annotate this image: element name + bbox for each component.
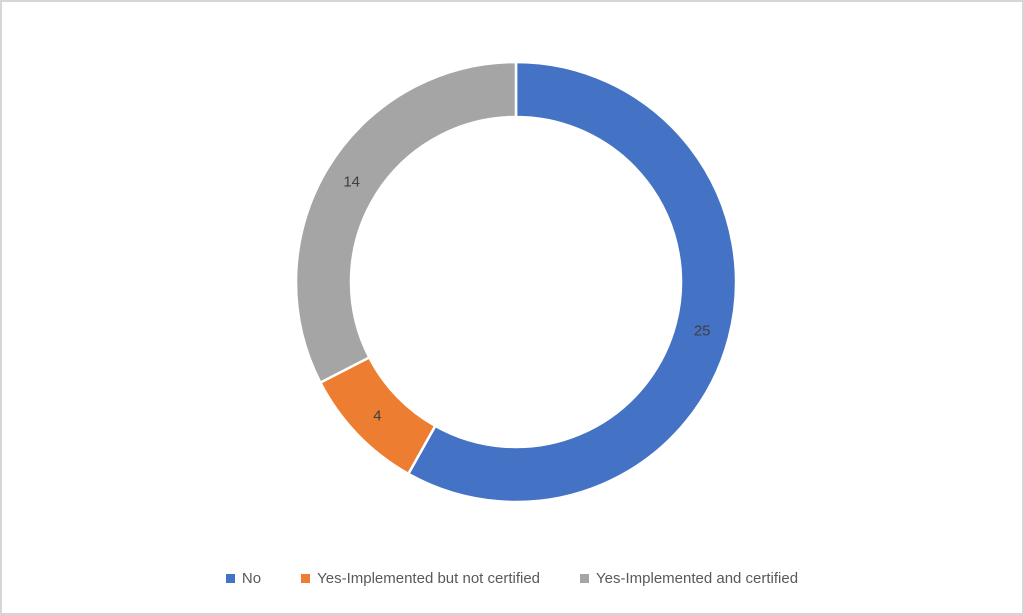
legend-swatch-icon <box>580 574 590 583</box>
donut-chart: 25 4 14 <box>294 60 738 504</box>
legend-label: Yes-Implemented and certified <box>596 570 799 587</box>
data-label-no: 25 <box>694 323 711 340</box>
legend-item-yes-implemented-and-certified: Yes-Implemented and certified <box>580 570 798 587</box>
legend-label: No <box>241 570 262 587</box>
data-label-yes-implemented-but-not-certified: 4 <box>373 408 381 425</box>
chart-legend: No Yes-Implemented but not certified Yes-I… <box>2 570 1022 587</box>
legend-swatch-icon <box>301 574 311 583</box>
legend-item-yes-implemented-but-not-certified: Yes-Implemented but not certified <box>301 570 540 587</box>
data-label-yes-implemented-and-certified: 14 <box>343 174 360 191</box>
legend-item-no: No <box>225 570 262 587</box>
legend-label: Yes-Implemented but not certified <box>317 570 541 587</box>
legend-swatch-icon <box>225 574 235 583</box>
donut-segment-yes-implemented-and-certified <box>294 60 518 384</box>
donut-segment-no <box>407 60 738 504</box>
